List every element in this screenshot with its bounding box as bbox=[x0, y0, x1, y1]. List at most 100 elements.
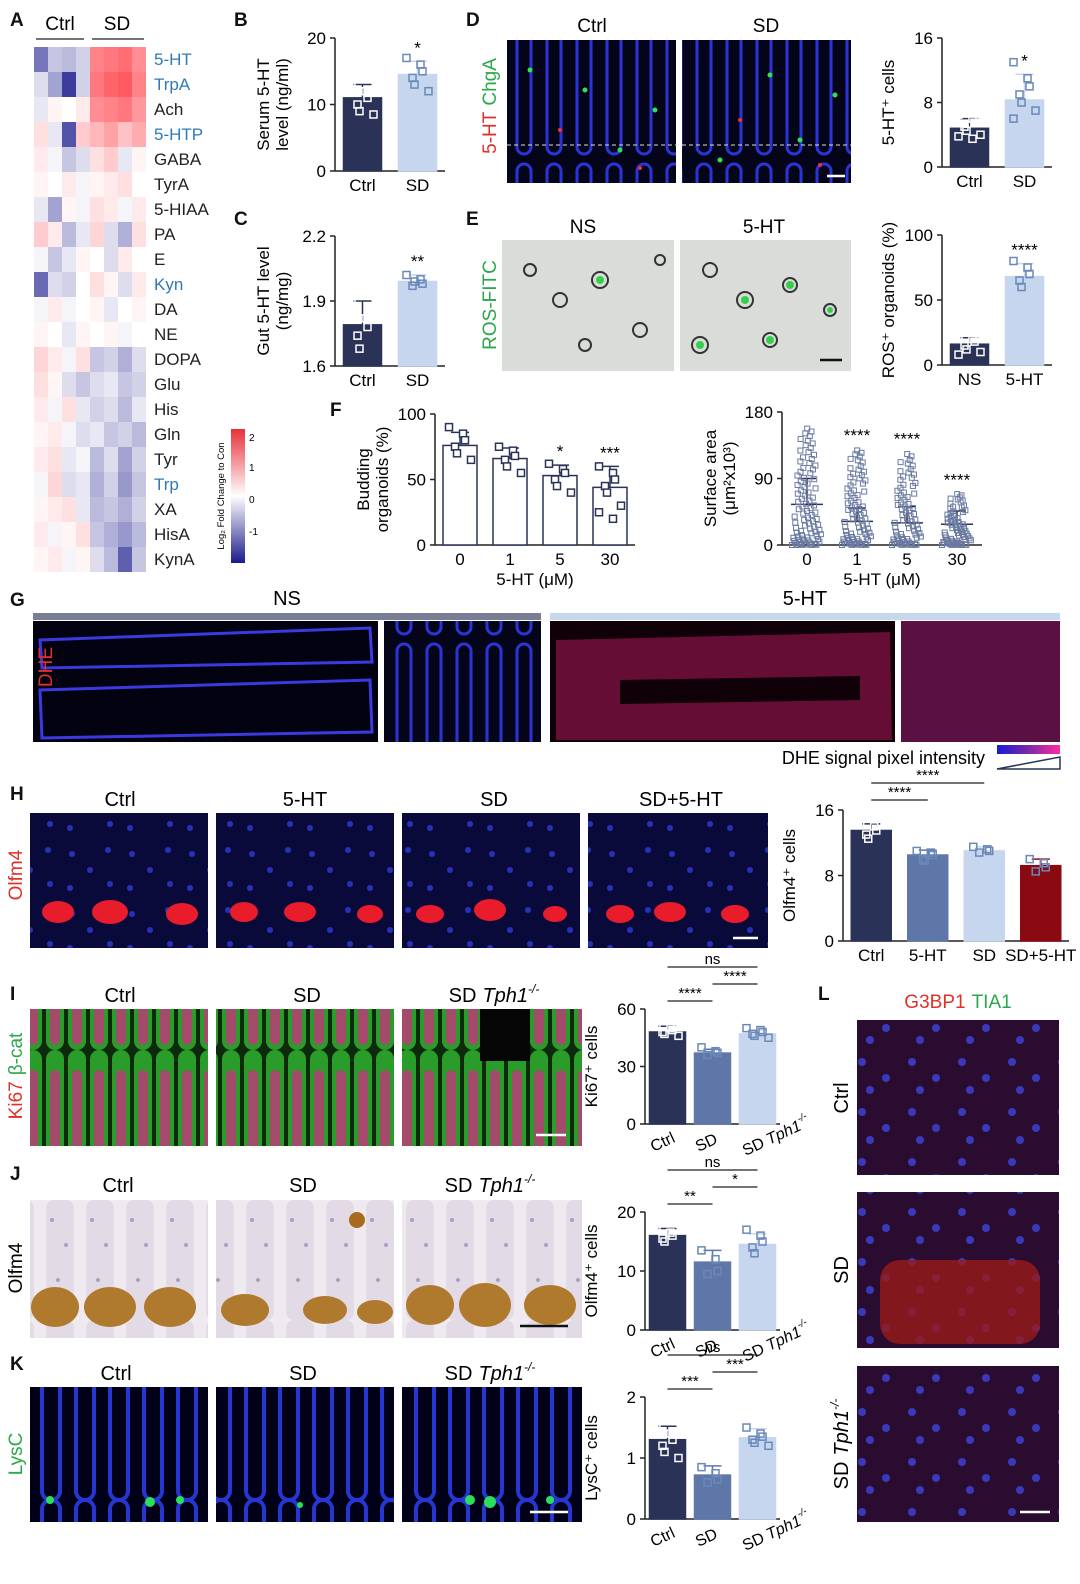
data-point bbox=[466, 455, 476, 465]
data-point bbox=[962, 126, 971, 135]
heatmap-cell bbox=[76, 422, 90, 447]
x-tick-label: 1 bbox=[852, 550, 861, 569]
x-tick-label: Ctrl bbox=[648, 1336, 678, 1362]
y-axis-label: Olfm4⁺ cells bbox=[582, 1224, 601, 1317]
y-axis-label-line: Olfm4⁺ cells bbox=[780, 829, 799, 922]
heatmap-cell bbox=[90, 147, 104, 172]
data-point bbox=[893, 532, 900, 539]
chart-e: 0 50 100 ROS⁺ organoids (%) NS 5-HT **** bbox=[879, 222, 1052, 389]
data-point bbox=[793, 529, 800, 536]
heatmap-cell bbox=[62, 522, 76, 547]
data-point bbox=[861, 488, 868, 495]
data-point bbox=[909, 482, 916, 489]
heatmap-cell bbox=[104, 272, 118, 297]
heatmap-cell bbox=[62, 147, 76, 172]
y-axis-label-line: Ki67⁺ cells bbox=[582, 1026, 601, 1108]
lysc-paneth-cells bbox=[46, 1495, 554, 1508]
panel-k-images: Ctrl SD SD Tph1-/- LysC bbox=[6, 1360, 582, 1522]
heatmap-cell bbox=[132, 522, 146, 547]
data-point bbox=[697, 1462, 706, 1472]
data-point bbox=[947, 495, 954, 502]
data-point bbox=[794, 541, 801, 548]
data-point bbox=[424, 86, 433, 96]
heatmap-cell bbox=[90, 297, 104, 322]
heatmap-panel: Ctrl SD 5-HT TrpA Ach 5-HTP GABA TyrA 5-HIAA PA… bbox=[34, 14, 258, 572]
panel-g-5ht-bar bbox=[550, 613, 1060, 620]
panel-h-stain-label: Olfm4 bbox=[6, 849, 27, 900]
data-point bbox=[756, 1025, 765, 1035]
x-tick-label: SD bbox=[406, 176, 430, 195]
data-point bbox=[608, 514, 618, 524]
heatmap-cell bbox=[48, 72, 62, 97]
data-point bbox=[748, 1243, 757, 1252]
data-point bbox=[903, 541, 910, 548]
data-point bbox=[892, 524, 899, 531]
data-point bbox=[353, 331, 362, 340]
heatmap-cell bbox=[34, 397, 48, 422]
olfm4-ihc-crypts bbox=[31, 1283, 576, 1327]
heatmap-cell bbox=[132, 272, 146, 297]
colorbar bbox=[231, 429, 245, 563]
data-point bbox=[510, 451, 520, 461]
data-point bbox=[892, 540, 899, 547]
data-point bbox=[918, 854, 927, 864]
chga-cells bbox=[527, 67, 838, 163]
data-point bbox=[855, 466, 862, 473]
bar bbox=[693, 1474, 732, 1520]
heatmap-row-label: Kyn bbox=[154, 275, 183, 294]
data-point bbox=[944, 519, 951, 526]
heatmap-cell bbox=[48, 172, 62, 197]
heatmap-cell bbox=[90, 172, 104, 197]
data-point bbox=[941, 540, 948, 547]
bar bbox=[907, 854, 949, 942]
data-point bbox=[1023, 74, 1032, 83]
data-point bbox=[797, 478, 804, 485]
y-tick-label: 16 bbox=[914, 29, 933, 48]
data-point bbox=[1017, 98, 1026, 107]
heatmap-cell bbox=[104, 422, 118, 447]
panel-j-col-3: SD Tph1-/- bbox=[445, 1172, 536, 1197]
bracket-label: * bbox=[732, 1171, 738, 1188]
data-point bbox=[416, 275, 425, 284]
data-point bbox=[954, 132, 963, 141]
data-point bbox=[703, 1269, 712, 1279]
heatmap-cell bbox=[76, 197, 90, 222]
heatmap-cell bbox=[62, 222, 76, 247]
heatmap-cell bbox=[62, 397, 76, 422]
heatmap-cell bbox=[34, 72, 48, 97]
micrograph-d-sd bbox=[682, 40, 851, 183]
heatmap-cell bbox=[104, 497, 118, 522]
heatmap-cell bbox=[48, 497, 62, 522]
heatmap-cell bbox=[118, 472, 132, 497]
x-tick-label: NS bbox=[958, 370, 982, 389]
data-point bbox=[970, 337, 979, 346]
panel-h-col-2: 5-HT bbox=[283, 789, 327, 811]
data-point bbox=[361, 314, 370, 323]
data-point bbox=[408, 281, 417, 291]
data-point bbox=[800, 510, 807, 517]
y-tick-label: 8 bbox=[825, 867, 834, 886]
heatmap-cell bbox=[76, 247, 90, 272]
data-point bbox=[792, 519, 799, 526]
panel-label-i: I bbox=[10, 984, 15, 1005]
data-point bbox=[912, 531, 919, 538]
x-tick-label: 5 bbox=[902, 550, 911, 569]
data-point bbox=[811, 476, 818, 483]
heatmap-row-label: Gln bbox=[154, 425, 180, 444]
data-point bbox=[756, 1231, 765, 1240]
heatmap-cell bbox=[104, 97, 118, 122]
heatmap-cell bbox=[104, 172, 118, 197]
x-tick-label: Ctrl bbox=[648, 1525, 678, 1551]
significance-label: **** bbox=[844, 426, 871, 445]
data-point bbox=[703, 1050, 712, 1060]
heatmap-cell bbox=[90, 522, 104, 547]
heatmap-cell bbox=[132, 347, 146, 372]
y-tick-label: 20 bbox=[307, 29, 326, 48]
heatmap-cell bbox=[34, 497, 48, 522]
y-tick-label: 60 bbox=[617, 1000, 636, 1019]
y-tick-label: 10 bbox=[307, 96, 326, 115]
data-point bbox=[552, 481, 562, 491]
data-point bbox=[928, 850, 937, 860]
